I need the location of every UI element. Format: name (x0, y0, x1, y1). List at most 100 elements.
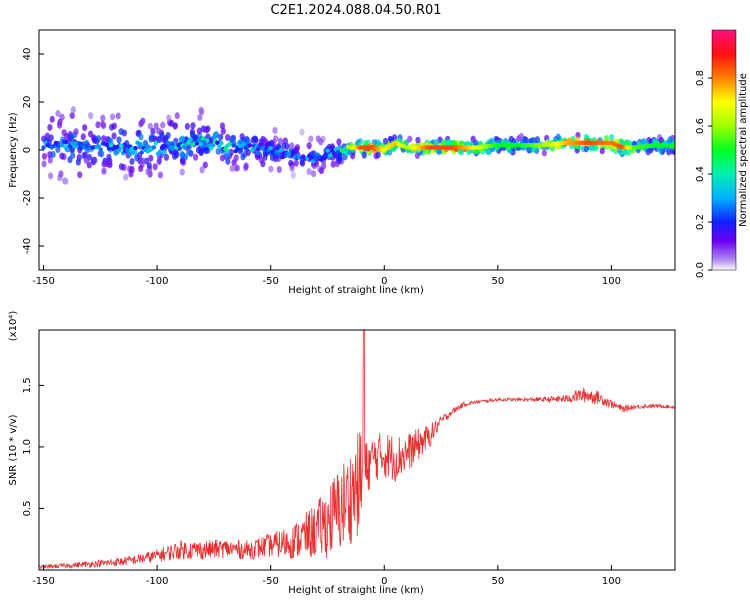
spectrogram-panel: -150 -100 -50 0 50 100 -40 -20 0 20 40 Height of … (8, 29, 676, 296)
spectrogram-cell (290, 171, 296, 179)
spectrogram-cell (138, 133, 144, 141)
spectrogram-cell (667, 136, 673, 144)
spectrogram-cell (289, 164, 295, 172)
spectrogram-ridge-cell (313, 156, 318, 162)
spectrogram-ridge-cell (341, 149, 347, 155)
spectrogram-cell (555, 133, 561, 141)
spectrogram-cell (190, 122, 196, 130)
snr-y-tick-label: 1.5 (22, 377, 33, 393)
spectrogram-cell (306, 142, 312, 150)
spectrogram-x-tick-label: -100 (146, 276, 169, 287)
spectrogram-cell (49, 115, 55, 123)
spectrogram-x-tick-label: 0 (381, 276, 387, 287)
spectrogram-cell (95, 121, 101, 129)
spectrogram-cell (109, 113, 116, 121)
colorbar-tick-label: 0.8 (695, 70, 706, 86)
spectrogram-cell (541, 149, 547, 157)
spectrogram-ridge-cell (202, 147, 208, 152)
spectrogram-cell (163, 153, 170, 161)
spectrogram-cell (225, 157, 231, 165)
spectrogram-ridge-cell (278, 148, 283, 153)
spectrogram-cell (245, 149, 251, 157)
spectrogram-cell (518, 132, 524, 140)
spectrogram-ridge-cell (196, 138, 202, 143)
spectrogram-cell (82, 151, 88, 159)
spectrogram-cell (219, 154, 226, 162)
spectrogram-ridge-cell (286, 151, 292, 157)
spectrogram-cell (375, 151, 381, 159)
spectrogram-ridge-cell (188, 137, 193, 142)
spectrogram-cell (599, 147, 605, 155)
spectrogram-cell (329, 143, 335, 151)
spectrogram-ridge-cell (268, 145, 273, 151)
colorbar-ticks: 0.0 0.2 0.4 0.6 0.8 (695, 70, 712, 278)
spectrogram-cell (115, 112, 121, 120)
spectrogram-cell (80, 133, 86, 141)
spectrogram-cell (293, 159, 299, 167)
spectrogram-cell (299, 128, 305, 136)
spectrogram-ridge-cell (198, 141, 204, 147)
spectrogram-cell (47, 123, 53, 131)
spectrogram-cell (161, 148, 167, 156)
spectrogram-cell (268, 165, 274, 173)
spectrogram-cell (174, 151, 180, 159)
spectrogram-cell (225, 133, 231, 141)
spectrogram-ridge-cell (204, 138, 210, 143)
spectrogram-ridge-cell (72, 143, 77, 149)
spectrogram-cell (134, 154, 140, 162)
spectrogram-ridge-cell (219, 140, 224, 146)
spectrogram-cell (47, 172, 54, 180)
colorbar-tick-label: 0.6 (695, 118, 706, 134)
spectrogram-cell (272, 126, 278, 134)
spectrogram-cell (289, 142, 295, 150)
spectrogram-cell (55, 110, 61, 118)
spectrogram-cell (197, 113, 203, 121)
spectrogram-ridge-cell (166, 140, 171, 146)
spectrogram-cell (88, 130, 94, 138)
spectrogram-cell (157, 171, 164, 179)
spectrogram-cell (212, 132, 218, 140)
spectrogram-cell (318, 167, 325, 175)
spectrogram-cell (336, 138, 342, 146)
spectrogram-cell (82, 124, 88, 132)
spectrogram-ridge-cell (280, 154, 285, 160)
spectrogram-ridge-cell (108, 143, 114, 148)
snr-y-label: SNR (10 * v/v) (8, 414, 19, 485)
spectrogram-cell (218, 133, 224, 141)
spectrogram-cell (473, 139, 479, 147)
spectrogram-cell (318, 138, 324, 146)
spectrogram-cell (273, 135, 279, 143)
snr-y-ticks: 0.5 1.0 1.5 (22, 377, 44, 516)
spectrogram-ridge-cell (276, 152, 281, 157)
spectrogram-ridge-cell (325, 148, 330, 153)
spectrogram-x-tick-label: -150 (32, 276, 55, 287)
spectrogram-cell (99, 150, 105, 158)
spectrogram-cell (148, 134, 154, 142)
spectrogram-cell (433, 139, 440, 147)
spectrogram-cell (415, 136, 421, 144)
spectrogram-cell (277, 137, 284, 145)
snr-panel: -150 -100 -50 0 50 100 0.5 1.0 1.5 Height of st… (8, 311, 676, 596)
spectrogram-y-tick-label: 40 (22, 48, 33, 61)
spectrogram-cell (276, 165, 282, 173)
spectrogram-cell (70, 151, 76, 159)
spectrogram-cell (603, 135, 610, 143)
spectrogram-cell (129, 157, 135, 165)
spectrogram-cell (583, 145, 589, 153)
spectrogram-ridge-cell (211, 143, 216, 148)
spectrogram-x-label: Height of straight line (km) (288, 285, 424, 296)
snr-x-tick-label: -100 (146, 576, 169, 587)
spectrogram-ridge-cell (247, 143, 253, 148)
snr-frame (38, 329, 676, 571)
spectrogram-cell (41, 152, 48, 160)
spectrogram-cell (56, 121, 63, 129)
spectrogram-y-tick-label: -20 (22, 190, 33, 206)
spectrogram-x-ticks: -150 -100 -50 0 50 100 (32, 265, 621, 287)
snr-y-multiplier: (x10⁴) (8, 311, 19, 342)
spectrogram-y-ticks: -40 -20 0 20 40 (22, 48, 44, 254)
spectrogram-cell (63, 177, 69, 185)
spectrogram-x-tick-label: 100 (602, 276, 621, 287)
spectrogram-cell (86, 161, 92, 169)
spectrogram-cell (229, 164, 235, 172)
